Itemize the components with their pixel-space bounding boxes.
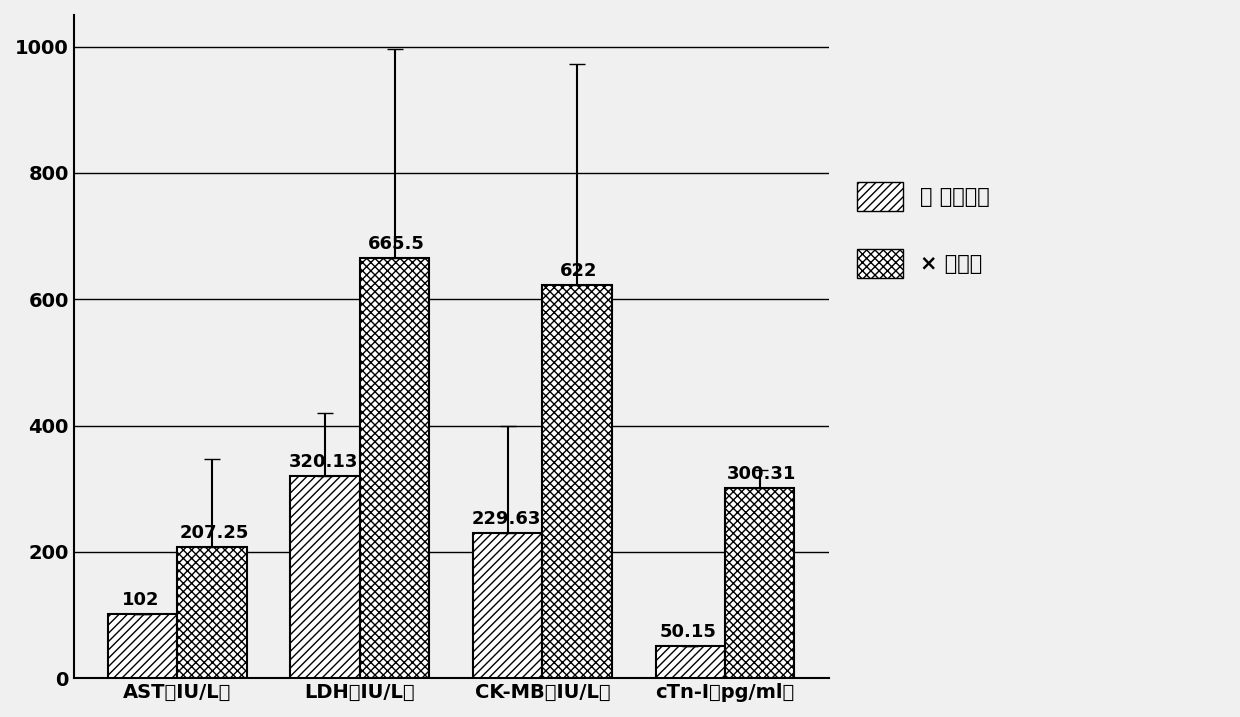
Text: 320.13: 320.13 [289,453,358,471]
Text: 229.63: 229.63 [471,510,541,528]
Text: 102: 102 [122,591,160,609]
Text: 622: 622 [560,262,598,280]
Text: 300.31: 300.31 [727,465,796,483]
Bar [542,285,611,678]
Bar [177,547,247,678]
Bar [108,614,177,678]
Text: 207.25: 207.25 [179,524,248,542]
Text: 665.5: 665.5 [368,234,425,253]
Legend: 《 假手术组, × 模型组: 《 假手术组, × 模型组 [847,171,999,289]
Text: 50.15: 50.15 [660,623,717,642]
Bar [725,488,795,678]
Bar [656,647,725,678]
Bar [472,533,542,678]
Bar [360,258,429,678]
Bar [290,476,360,678]
